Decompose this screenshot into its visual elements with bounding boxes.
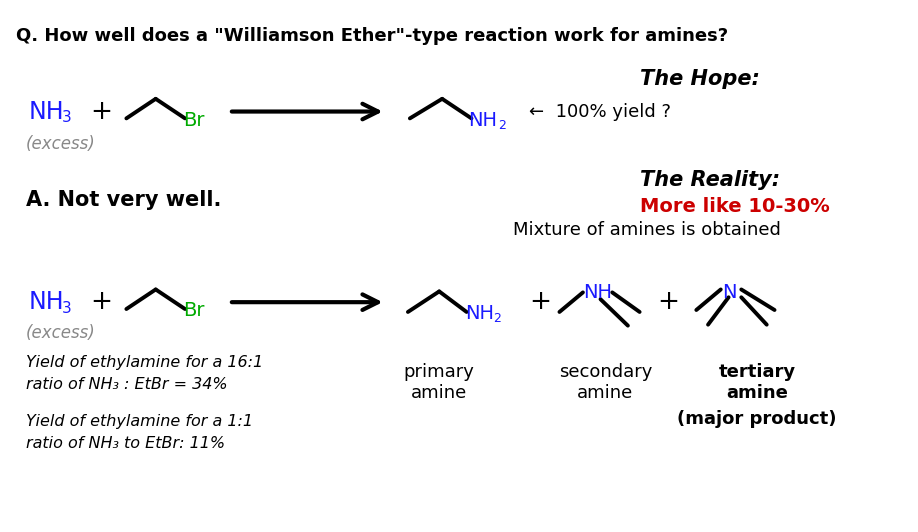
Text: N: N	[722, 283, 736, 302]
Text: 2: 2	[493, 312, 501, 325]
Text: +: +	[90, 289, 112, 315]
Text: ←  100% yield ?: ← 100% yield ?	[529, 103, 671, 121]
Text: Yield of ethylamine for a 16:1
ratio of NH₃ : EtBr = 34%: Yield of ethylamine for a 16:1 ratio of …	[26, 355, 263, 392]
Text: Br: Br	[183, 302, 205, 320]
Text: (excess): (excess)	[26, 135, 95, 153]
Text: amine: amine	[726, 384, 788, 402]
Text: More like 10-30%: More like 10-30%	[640, 197, 829, 215]
Text: secondary: secondary	[559, 363, 652, 381]
Text: NH: NH	[28, 99, 64, 123]
Text: +: +	[529, 289, 551, 315]
Text: amine: amine	[577, 384, 633, 402]
Text: amine: amine	[411, 384, 467, 402]
Text: NH: NH	[28, 290, 64, 314]
Text: +: +	[657, 289, 679, 315]
Text: NH: NH	[465, 304, 494, 323]
Text: Yield of ethylamine for a 1:1
ratio of NH₃ to EtBr: 11%: Yield of ethylamine for a 1:1 ratio of N…	[26, 413, 252, 451]
Text: 3: 3	[62, 301, 72, 315]
Text: The Hope:: The Hope:	[640, 70, 759, 89]
Text: 2: 2	[498, 119, 506, 132]
Text: (major product): (major product)	[677, 410, 836, 428]
Text: tertiary: tertiary	[719, 363, 796, 381]
Text: NH: NH	[468, 111, 498, 130]
Text: Q. How well does a "Williamson Ether"-type reaction work for amines?: Q. How well does a "Williamson Ether"-ty…	[16, 28, 728, 45]
Text: (excess): (excess)	[26, 323, 95, 342]
Text: +: +	[90, 98, 112, 124]
Text: NH: NH	[583, 283, 612, 302]
Text: primary: primary	[404, 363, 475, 381]
Text: A. Not very well.: A. Not very well.	[26, 190, 221, 210]
Text: 3: 3	[62, 110, 72, 125]
Text: Br: Br	[183, 111, 205, 130]
Text: The Reality:: The Reality:	[640, 170, 779, 190]
Text: Mixture of amines is obtained: Mixture of amines is obtained	[512, 221, 780, 239]
